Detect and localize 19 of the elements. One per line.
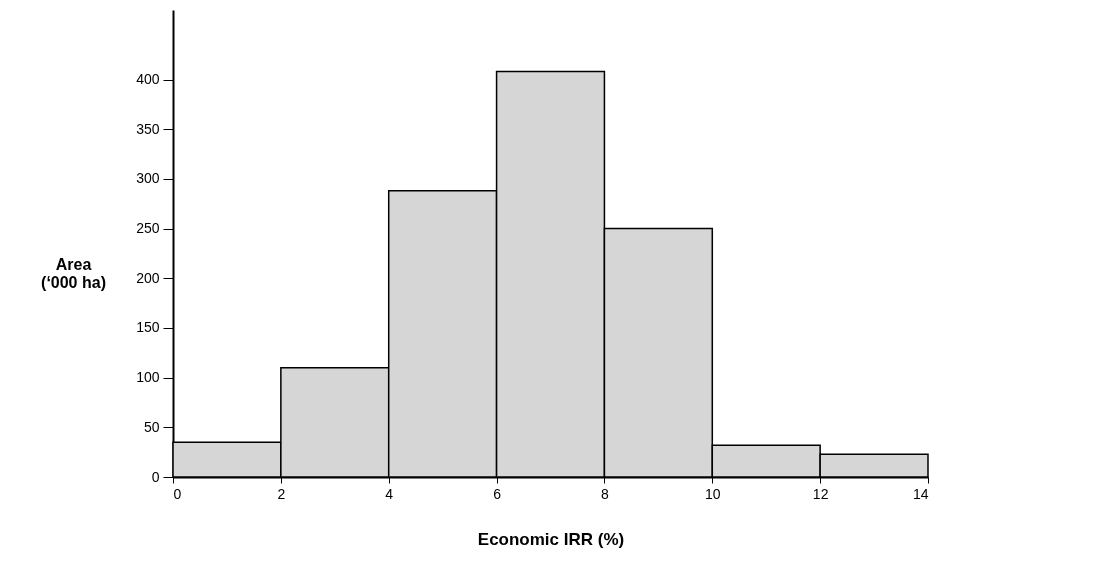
x-tick-label: 10 <box>705 485 721 502</box>
y-tick-label: 50 <box>143 418 160 435</box>
x-tick-label: 4 <box>385 485 394 502</box>
x-axis-title: Economic IRR (%) <box>477 529 625 549</box>
y-tick-label: 0 <box>151 468 160 485</box>
y-tick-label: 250 <box>136 220 160 237</box>
y-tick-label: 100 <box>136 369 160 386</box>
x-tick-label: 8 <box>601 485 610 502</box>
y-tick-label: 300 <box>136 170 160 187</box>
y-tick-label: 400 <box>136 71 160 88</box>
x-tick-label: 12 <box>812 485 829 502</box>
x-tick-label: 6 <box>493 485 502 502</box>
y-tick-label: 350 <box>136 120 160 137</box>
x-tick-label: 2 <box>277 485 286 502</box>
y-tick-label: 200 <box>136 269 160 286</box>
x-tick-label: 14 <box>912 485 929 502</box>
y-tick-label: 150 <box>136 319 160 336</box>
y-axis-title: Area (‘000 ha) <box>41 255 106 291</box>
x-tick-label: 0 <box>173 485 182 502</box>
